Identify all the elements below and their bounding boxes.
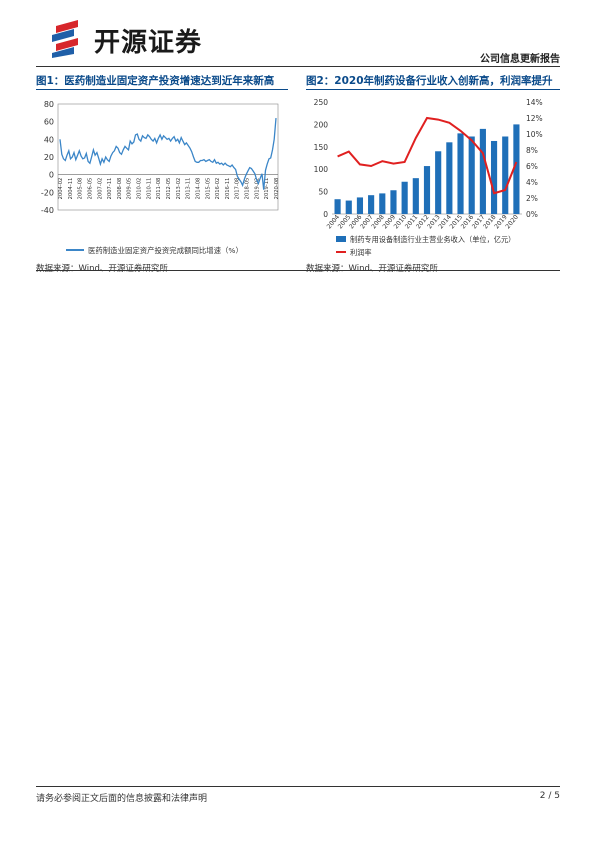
figure1-title: 图1：医药制造业固定资产投资增速达到近年来新高 — [36, 75, 275, 87]
header-divider — [36, 66, 560, 67]
figure2-title-rule — [306, 89, 560, 90]
revenue-bar — [401, 181, 408, 214]
y-tick-label: 0 — [49, 171, 54, 180]
y2-tick-label: 6% — [526, 162, 538, 171]
revenue-bar — [490, 140, 498, 214]
y2-tick-label: 8% — [526, 146, 538, 155]
x-tick-label: 2010-02 — [137, 178, 143, 200]
revenue-bar — [368, 195, 375, 214]
brand-name: 开源证券 — [94, 28, 203, 58]
figure1-source: 数据来源：Wind、开源证券研究所 — [36, 264, 168, 274]
footer-disclaimer: 请务必参阅正文后面的信息披露和法律声明 — [36, 794, 208, 804]
figure2-title: 图2：2020年制药设备行业收入创新高，利润率提升 — [306, 75, 553, 87]
revenue-bar — [334, 199, 341, 214]
y2-tick-label: 10% — [526, 130, 543, 139]
legend-label-bar: 制药专用设备制造行业主营业务收入（单位，亿元） — [350, 235, 515, 244]
revenue-bar — [435, 151, 442, 214]
y2-tick-label: 12% — [526, 114, 543, 123]
y-tick-label: 250 — [314, 98, 329, 107]
y2-tick-label: 4% — [526, 178, 538, 187]
y-tick-label: 200 — [314, 120, 329, 129]
figure2-source: 数据来源：Wind、开源证券研究所 — [306, 264, 438, 274]
series-line-investment-growth — [59, 118, 277, 190]
revenue-bar — [479, 128, 486, 214]
y-tick-label: 50 — [318, 188, 328, 197]
revenue-bar — [513, 124, 520, 214]
x-tick-label: 2019-11 — [264, 178, 270, 200]
page-number: 2 / 5 — [539, 791, 560, 801]
report-type: 公司信息更新报告 — [480, 54, 560, 65]
y-tick-label: 80 — [44, 100, 54, 109]
x-tick-label: 2007-02 — [97, 178, 103, 200]
figures-bottom-divider — [36, 270, 560, 271]
legend-swatch-bar — [336, 236, 346, 242]
x-tick-label: 2020-08 — [274, 178, 280, 200]
y-tick-label: 20 — [44, 153, 54, 162]
x-tick-label: 2004-02 — [58, 178, 64, 200]
legend-label: 医药制造业固定资产投资完成额同比增速（%） — [88, 246, 243, 255]
revenue-bar — [390, 190, 397, 214]
x-tick-label: 2016-11 — [225, 178, 231, 200]
x-tick-label: 2009-05 — [127, 178, 133, 200]
series-line-profit-margin — [337, 116, 518, 195]
x-tick-label: 2006-05 — [87, 178, 93, 200]
x-tick-label: 2004-11 — [68, 178, 74, 200]
revenue-bar — [356, 197, 364, 214]
x-tick-label: 2020 — [504, 214, 520, 231]
y2-tick-label: 0% — [526, 210, 538, 219]
revenue-bar — [446, 142, 453, 214]
x-tick-label: 2007-11 — [107, 178, 113, 200]
x-tick-label: 2015-05 — [205, 178, 211, 200]
x-tick-label: 2019-02 — [254, 178, 260, 200]
y-tick-label: -20 — [41, 188, 54, 197]
revenue-bar — [468, 136, 475, 214]
revenue-bar — [423, 166, 431, 214]
y2-tick-label: 2% — [526, 194, 538, 203]
figure2-bar-line-chart: 25020015010050014%12%10%8%6%4%2%0%200420… — [314, 98, 543, 257]
y-tick-label: 0 — [323, 210, 328, 219]
x-tick-label: 2011-08 — [156, 178, 162, 200]
brand-logo-icon — [52, 20, 78, 58]
revenue-bar — [412, 178, 419, 214]
x-tick-label: 2018-05 — [245, 178, 251, 200]
y-tick-label: 40 — [44, 135, 54, 144]
x-tick-label: 2010-11 — [146, 178, 152, 200]
y2-tick-label: 14% — [526, 98, 543, 107]
x-tick-label: 2012-05 — [166, 178, 172, 200]
y-tick-label: 100 — [314, 165, 329, 174]
x-tick-label: 2017-08 — [235, 178, 241, 200]
figure1-title-rule — [36, 89, 288, 90]
x-tick-label: 2008-08 — [117, 178, 123, 200]
x-tick-label: 2013-02 — [176, 178, 182, 200]
legend-label-line: 利润率 — [350, 248, 372, 257]
revenue-bar — [379, 193, 386, 214]
revenue-bar — [345, 200, 352, 214]
y-tick-label: 60 — [44, 118, 54, 127]
x-tick-label: 2013-11 — [186, 178, 192, 200]
x-tick-label: 2014-08 — [195, 178, 201, 200]
footer-divider — [36, 786, 560, 787]
x-tick-label: 2016-02 — [215, 178, 221, 200]
plot-frame — [57, 103, 279, 211]
x-tick-label: 2005-08 — [78, 178, 84, 200]
revenue-bar — [502, 136, 509, 214]
y-tick-label: -40 — [41, 206, 54, 215]
y-tick-label: 150 — [314, 143, 329, 152]
revenue-bar — [457, 133, 464, 214]
figure1-line-chart: 80 60 40 20 0 -20 -40 2004-02 2004-11 2005-08 2006… — [41, 100, 280, 255]
